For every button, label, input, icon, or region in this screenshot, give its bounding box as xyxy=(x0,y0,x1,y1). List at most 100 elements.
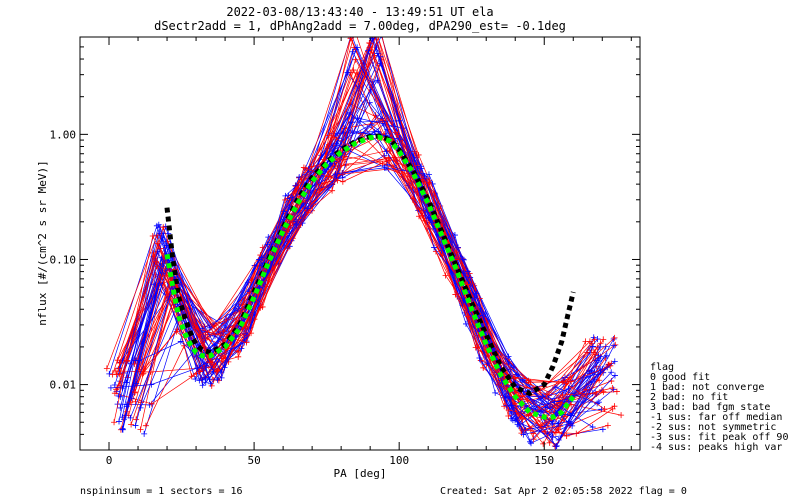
legend-entry: -3 sus: fit peak off 90 xyxy=(650,432,788,443)
data-marker xyxy=(256,284,263,291)
data-marker xyxy=(611,372,618,379)
data-marker xyxy=(119,426,126,433)
flag-legend: flag 0 good fit 1 bad: not converge 2 ba… xyxy=(650,362,788,453)
data-marker xyxy=(188,373,195,380)
chart-title-line1: 2022-03-08/13:43:40 - 13:49:51 UT ela xyxy=(226,5,493,19)
data-marker xyxy=(196,368,203,375)
data-marker xyxy=(559,378,566,385)
data-marker xyxy=(453,249,460,256)
data-marker xyxy=(425,171,432,178)
data-marker xyxy=(334,141,341,148)
data-marker xyxy=(396,117,403,124)
data-marker xyxy=(515,422,522,429)
data-marker xyxy=(582,338,589,345)
measured-trace xyxy=(118,49,593,428)
data-marker xyxy=(527,438,534,445)
data-marker xyxy=(264,241,271,248)
data-marker xyxy=(426,179,433,186)
data-marker xyxy=(431,244,438,251)
measured-trace xyxy=(129,50,608,443)
fit-line-green xyxy=(164,134,576,420)
data-marker xyxy=(329,187,336,194)
data-marker xyxy=(600,336,607,343)
data-marker xyxy=(601,405,608,412)
legend-entry: 3 bad: bad fgm state xyxy=(650,402,770,413)
data-marker xyxy=(246,288,253,295)
data-marker xyxy=(607,362,614,369)
measured-trace xyxy=(119,136,595,421)
data-marker xyxy=(148,381,155,388)
data-marker xyxy=(244,279,251,286)
data-marker xyxy=(131,360,138,367)
data-marker xyxy=(608,369,615,376)
data-marker xyxy=(332,170,339,177)
data-marker xyxy=(155,221,162,228)
data-marker xyxy=(107,384,114,391)
measured-trace xyxy=(135,157,610,434)
data-marker xyxy=(173,328,180,335)
measured-trace xyxy=(126,131,603,438)
data-marker xyxy=(300,164,307,171)
data-marker xyxy=(154,240,161,247)
data-marker xyxy=(192,376,199,383)
data-marker xyxy=(595,399,602,406)
measured-trace xyxy=(122,86,591,429)
data-marker xyxy=(109,371,116,378)
fit-curves xyxy=(164,133,576,420)
data-marker xyxy=(473,290,480,297)
data-marker xyxy=(422,217,429,224)
data-marker xyxy=(553,443,560,450)
data-marker xyxy=(131,389,138,396)
data-marker xyxy=(357,130,364,137)
measured-trace xyxy=(126,62,599,413)
data-marker xyxy=(215,377,222,384)
data-marker xyxy=(349,48,356,55)
data-marker xyxy=(464,268,471,275)
data-marker xyxy=(341,156,348,163)
data-marker xyxy=(612,341,619,348)
data-marker xyxy=(127,399,134,406)
measured-trace xyxy=(143,37,611,383)
legend-entry: 0 good fit xyxy=(650,372,710,383)
data-marker xyxy=(326,132,333,139)
data-marker xyxy=(505,413,512,420)
y-tick-label: 0.10 xyxy=(50,253,77,266)
data-marker xyxy=(411,162,418,169)
data-marker xyxy=(492,389,499,396)
data-marker xyxy=(248,330,255,337)
data-marker xyxy=(115,365,122,372)
data-marker xyxy=(111,390,118,397)
data-marker xyxy=(116,359,123,366)
data-marker xyxy=(611,358,618,365)
data-marker xyxy=(128,421,135,428)
data-marker xyxy=(116,371,123,378)
data-marker xyxy=(476,354,483,361)
data-marker xyxy=(555,420,562,427)
data-marker xyxy=(127,414,134,421)
data-marker xyxy=(202,375,209,382)
data-marker xyxy=(569,422,576,429)
legend-entry: 1 bad: not converge xyxy=(650,382,764,393)
data-marker xyxy=(425,214,432,221)
footer-right: Created: Sat Apr 2 02:05:58 2022 flag = … xyxy=(440,486,687,497)
data-marker xyxy=(543,409,550,416)
data-marker xyxy=(604,422,611,429)
measured-trace xyxy=(115,37,593,427)
measured-trace xyxy=(130,113,603,407)
y-axis-label: nflux [#/(cm^2 s sr MeV)] xyxy=(36,160,49,326)
data-marker xyxy=(613,388,620,395)
data-marker xyxy=(383,148,390,155)
data-marker xyxy=(519,393,526,400)
data-marker xyxy=(243,339,250,346)
data-marker xyxy=(584,349,591,356)
legend-entry: -2 sus: not symmetric xyxy=(650,422,776,433)
legend-entry: -1 sus: far off median xyxy=(650,412,782,423)
data-marker xyxy=(174,326,181,333)
x-tick-label: 0 xyxy=(106,454,113,467)
data-marker xyxy=(520,431,527,438)
x-axis: 0 50 100 150 xyxy=(106,37,632,467)
data-marker xyxy=(115,392,122,399)
data-marker xyxy=(611,334,618,341)
data-marker xyxy=(128,395,135,402)
data-marker xyxy=(589,340,596,347)
